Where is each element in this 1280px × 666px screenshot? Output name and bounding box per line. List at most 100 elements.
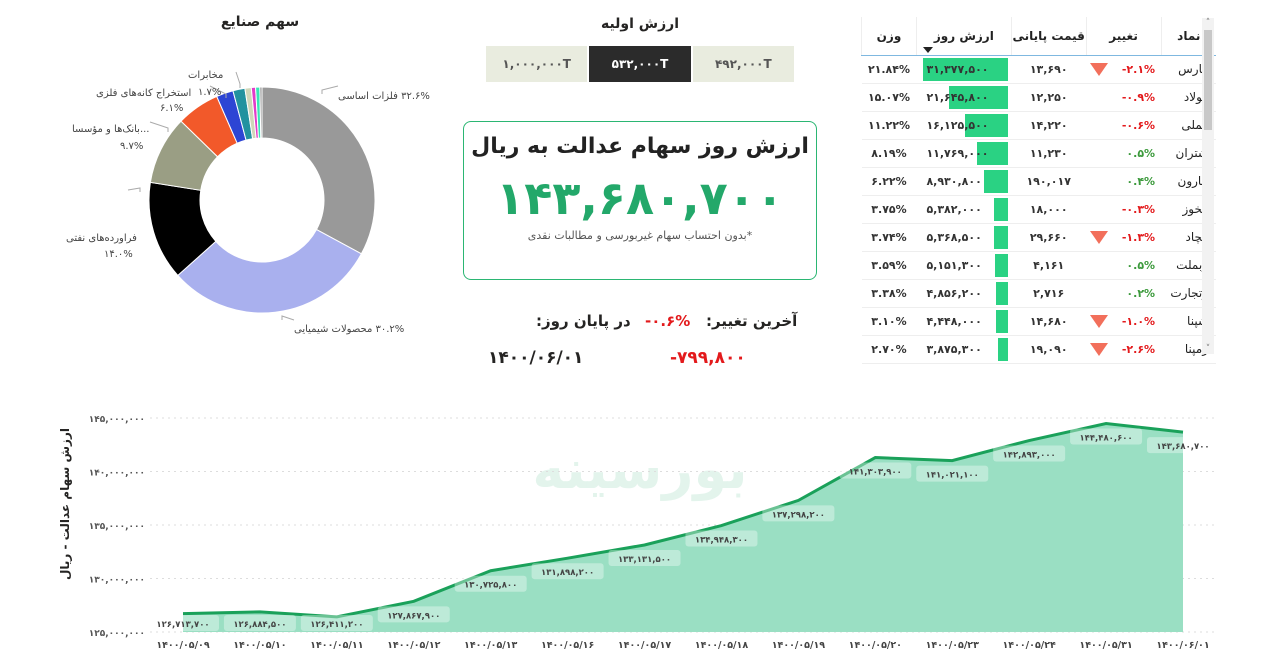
- sort-desc-icon: [922, 46, 933, 53]
- data-label: ۱۴۱,۰۲۱,۱۰۰: [926, 471, 979, 481]
- change-value: -۰.۹%: [1121, 90, 1156, 104]
- pie-slice[interactable]: [261, 86, 376, 255]
- data-label: ۱۲۶,۴۱۱,۲۰۰: [310, 620, 363, 630]
- leader-line: [127, 187, 141, 192]
- x-tick-label: ۱۴۰۰/۰۵/۱۹: [772, 640, 826, 651]
- header-final-price[interactable]: قیمت پایانی: [1010, 17, 1087, 56]
- pie-label-shimiyaei: ۳۰.۲% محصولات شیمیایی: [294, 324, 405, 335]
- table-row[interactable]: رمپنا -۲.۶% ۱۹,۰۹۰ ۳,۸۷۵,۳۰۰ ۲.۷۰%: [861, 335, 1216, 364]
- data-label-bg: [762, 505, 835, 522]
- cell-day-value: ۵,۳۶۸,۵۰۰: [916, 223, 1012, 252]
- cell-weight: ۸.۱۹%: [861, 139, 917, 168]
- day-value-card: ارزش روز سهام عدالت به ریال ۱۴۳,۶۸۰,۷۰۰ …: [463, 121, 817, 280]
- data-label: ۱۴۳,۶۸۰,۷۰۰: [1156, 442, 1209, 452]
- data-label-bg: [147, 615, 219, 631]
- header-change[interactable]: تغییر: [1085, 17, 1162, 56]
- cell-final-price: ۴,۱۶۱: [1011, 251, 1087, 280]
- data-label: ۱۲۶,۷۱۳,۷۰۰: [156, 620, 209, 630]
- cell-day-value: ۵,۱۵۱,۳۰۰: [916, 251, 1012, 280]
- cell-final-price: ۱۱,۲۳۰: [1011, 139, 1087, 168]
- cell-weight: ۳.۷۴%: [861, 223, 917, 252]
- pie-label-naft: فراورده‌های نفتی: [66, 233, 137, 244]
- initial-value-selector: ۱,۰۰۰,۰۰۰T ۵۳۲,۰۰۰T ۴۹۲,۰۰۰T: [486, 46, 796, 82]
- cell-change: -۰.۶%: [1086, 111, 1162, 140]
- x-tick-label: ۱۴۰۰/۰۵/۲۴: [1002, 640, 1056, 651]
- header-day-value-label: ارزش روز: [933, 28, 994, 43]
- scroll-thumb[interactable]: [1204, 30, 1212, 130]
- scroll-down-icon[interactable]: ˅: [1205, 344, 1211, 354]
- table-row[interactable]: شپنا -۱.۰% ۱۴,۶۸۰ ۴,۴۴۸,۰۰۰ ۳.۱۰%: [861, 307, 1216, 336]
- header-day-value[interactable]: ارزش روز: [915, 17, 1012, 56]
- cell-change: ۰.۴%: [1086, 167, 1162, 196]
- value-history-area-chart[interactable]: بورسینه ۱۲۵,۰۰۰,۰۰۰ ۱۳۰,۰۰۰,۰۰۰ ۱۳۵,۰۰۰,۰۰۰…: [0, 400, 1280, 666]
- initial-value-option-492000[interactable]: ۴۹۲,۰۰۰T: [692, 46, 796, 82]
- area-fill: [183, 423, 1183, 632]
- pie-slice[interactable]: [177, 228, 363, 314]
- table-row[interactable]: شتران ۰.۵% ۱۱,۲۳۰ ۱۱,۷۶۹,۰۰۰ ۸.۱۹%: [861, 139, 1216, 168]
- x-tick-label: ۱۴۰۰/۰۵/۱۱: [310, 640, 363, 651]
- cell-weight: ۲۱.۸۴%: [861, 55, 917, 84]
- initial-value-option-532000[interactable]: ۵۳۲,۰۰۰T: [589, 46, 693, 82]
- pie-label-bank: ...بانک‌ها و مؤسسا: [72, 124, 150, 135]
- x-tick-label: ۱۴۰۰/۰۵/۳۱: [1079, 640, 1132, 651]
- value-line[interactable]: [182, 422, 1184, 619]
- change-value: -۰.۳%: [1121, 202, 1156, 216]
- industry-share-donut-chart[interactable]: [0, 40, 450, 360]
- day-value-text: ۸,۹۳۰,۸۰۰: [926, 174, 982, 188]
- day-value-text: ۲۱,۶۴۵,۸۰۰: [926, 90, 989, 104]
- data-label: ۱۳۷,۲۹۸,۲۰۰: [772, 510, 825, 520]
- day-value-text: ۳۱,۳۷۷,۵۰۰: [926, 62, 989, 76]
- cell-day-value: ۱۶,۱۲۵,۵۰۰: [916, 111, 1012, 140]
- data-label-bg: [300, 615, 373, 631]
- card-title: ارزش روز سهام عدالت به ریال: [471, 134, 809, 159]
- y-tick-label: ۱۳۰,۰۰۰,۰۰۰: [89, 576, 145, 586]
- data-label-bg: [685, 530, 758, 547]
- table-scrollbar[interactable]: ˄ ˅: [1202, 18, 1214, 354]
- table-row[interactable]: فملی -۰.۶% ۱۴,۲۲۰ ۱۶,۱۲۵,۵۰۰ ۱۱.۲۲%: [861, 111, 1216, 140]
- leader-line: [235, 71, 241, 88]
- value-bar: [993, 225, 1009, 249]
- data-label: ۱۲۶,۸۸۴,۵۰۰: [233, 620, 286, 630]
- table-row[interactable]: مارون ۰.۴% ۱۹۰,۰۱۷ ۸,۹۳۰,۸۰۰ ۶.۲۲%: [861, 167, 1216, 196]
- leader-line: [321, 85, 339, 94]
- table-row[interactable]: فارس -۲.۱% ۱۳,۶۹۰ ۳۱,۳۷۷,۵۰۰ ۲۱.۸۴%: [861, 55, 1216, 84]
- y-tick-label: ۱۴۰,۰۰۰,۰۰۰: [89, 469, 145, 479]
- cell-final-price: ۱۳,۶۹۰: [1011, 55, 1087, 84]
- x-tick-label: ۱۴۰۰/۰۵/۰۹: [156, 640, 210, 651]
- pie-slice[interactable]: [259, 86, 263, 139]
- table-row[interactable]: فولاد -۰.۹% ۱۲,۲۵۰ ۲۱,۶۴۵,۸۰۰ ۱۵.۰۷%: [861, 83, 1216, 112]
- leader-line: [281, 315, 295, 321]
- table-row[interactable]: کچاد -۱.۳% ۲۹,۶۶۰ ۵,۳۶۸,۵۰۰ ۳.۷۴%: [861, 223, 1216, 252]
- table-row[interactable]: فخوز -۰.۳% ۱۸,۰۰۰ ۵,۳۸۲,۰۰۰ ۳.۷۵%: [861, 195, 1216, 224]
- data-label-bg: [1147, 437, 1219, 454]
- data-label: ۱۳۱,۸۹۸,۲۰۰: [541, 568, 594, 578]
- header-weight[interactable]: وزن: [861, 17, 917, 56]
- table-row[interactable]: وبملت ۰.۵% ۴,۱۶۱ ۵,۱۵۱,۳۰۰ ۳.۵۹%: [861, 251, 1216, 280]
- data-label: ۱۳۴,۹۴۸,۳۰۰: [695, 536, 748, 546]
- data-label-bg: [531, 563, 604, 580]
- data-label-bg: [1070, 428, 1143, 445]
- table-row[interactable]: وتجارت ۰.۲% ۲,۷۱۶ ۴,۸۵۶,۲۰۰ ۳.۳۸%: [861, 279, 1216, 308]
- cell-day-value: ۸,۹۳۰,۸۰۰: [916, 167, 1012, 196]
- cell-day-value: ۴,۸۵۶,۲۰۰: [916, 279, 1012, 308]
- pie-label-estekhraj: استخراج کانه‌های فلزی: [96, 88, 192, 99]
- change-value: ۰.۵%: [1126, 258, 1156, 272]
- scroll-up-icon[interactable]: ˄: [1205, 18, 1211, 28]
- change-value: -۱.۳%: [1121, 230, 1156, 244]
- cell-change: ۰.۵%: [1086, 251, 1162, 280]
- pie-label-mokhaberat-pct: ۱.۷%: [198, 87, 222, 98]
- cell-day-value: ۳,۸۷۵,۳۰۰: [916, 335, 1012, 364]
- initial-value-option-1000000[interactable]: ۱,۰۰۰,۰۰۰T: [486, 46, 590, 82]
- end-of-day-label: در پایان روز:: [536, 312, 631, 330]
- data-label-bg: [839, 462, 912, 479]
- change-value: -۲.۱%: [1121, 62, 1156, 76]
- y-tick-label: ۱۳۵,۰۰۰,۰۰۰: [89, 522, 145, 532]
- day-value-text: ۵,۳۶۸,۵۰۰: [926, 230, 982, 244]
- card-value: ۱۴۳,۶۸۰,۷۰۰: [496, 171, 784, 225]
- value-bar: [994, 253, 1009, 277]
- x-tick-label: ۱۴۰۰/۰۵/۱۰: [233, 640, 286, 651]
- cell-weight: ۳.۱۰%: [861, 307, 917, 336]
- pie-label-mokhaberat: مخابرات: [188, 70, 224, 81]
- x-tick-label: ۱۴۰۰/۰۵/۲۰: [849, 640, 902, 651]
- data-label: ۱۴۲,۸۹۳,۰۰۰: [1003, 451, 1056, 461]
